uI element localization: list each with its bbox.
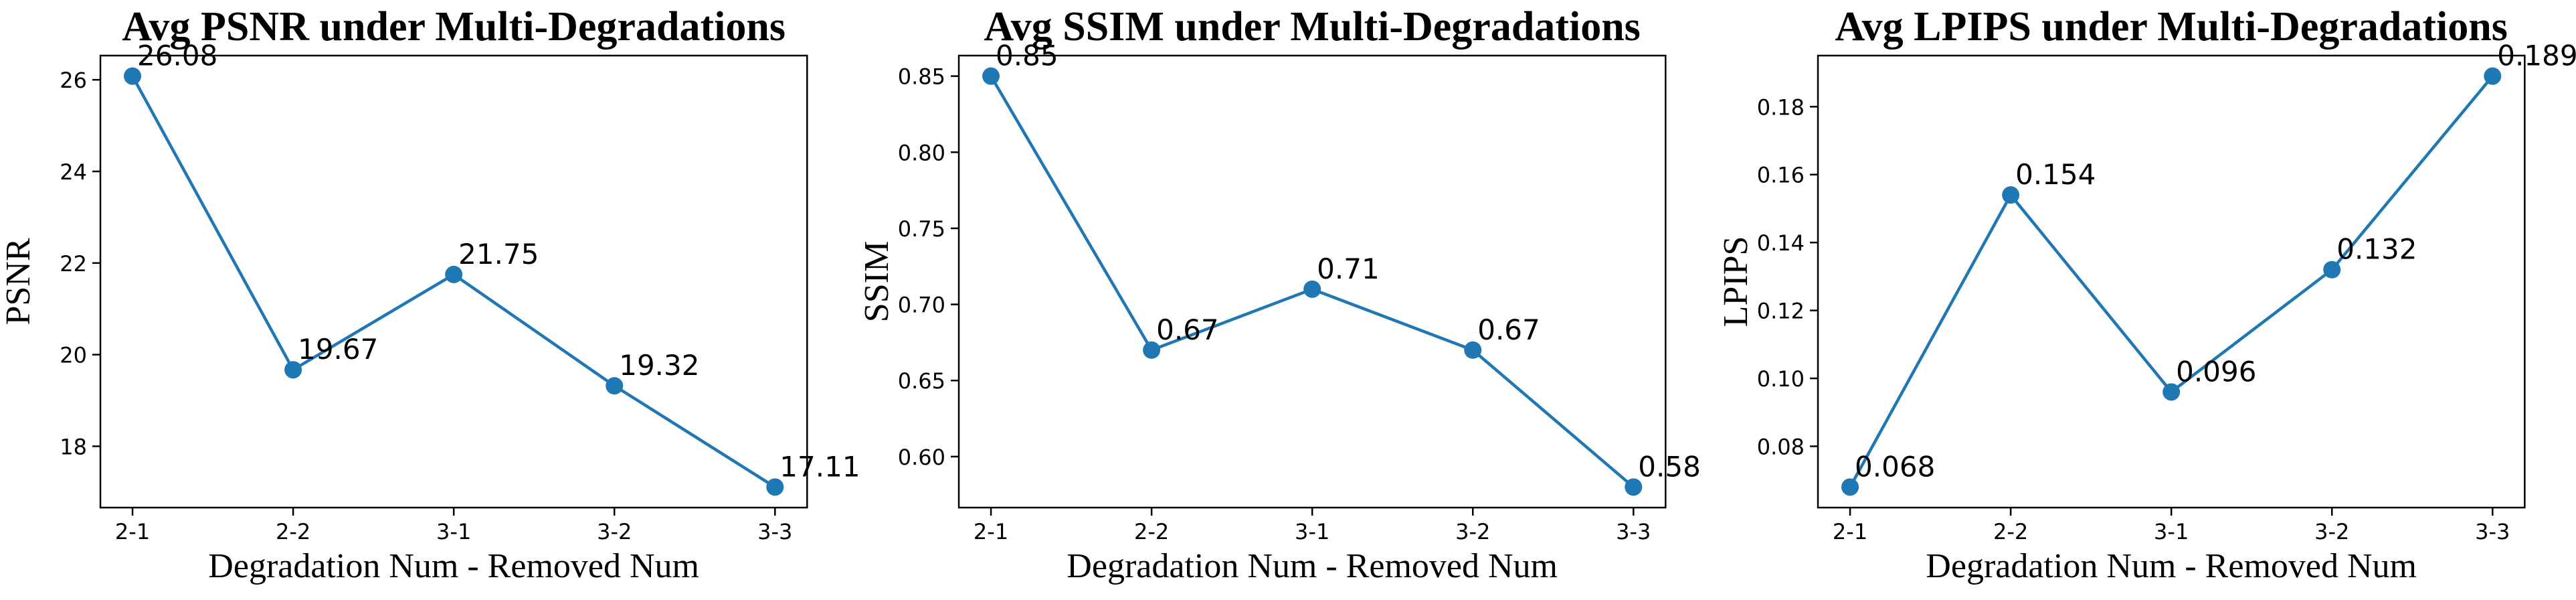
y-tick-label: 0.80	[898, 140, 945, 165]
y-tick-label: 0.10	[1756, 366, 1804, 392]
x-axis-label: Degradation Num - Removed Num	[1926, 547, 2417, 585]
x-tick-label: 3-3	[757, 519, 792, 544]
y-tick-label: 22	[60, 251, 87, 277]
data-point-marker	[1841, 478, 1859, 496]
point-value-label: 0.154	[2015, 158, 2096, 191]
x-tick-label: 3-2	[2314, 519, 2349, 544]
x-axis-label: Degradation Num - Removed Num	[1067, 547, 1558, 585]
point-value-label: 0.068	[1855, 450, 1935, 483]
x-axis: 2-1 2-2 3-1 3-2 3-3	[1833, 508, 2510, 544]
x-axis-label: Degradation Num - Removed Num	[208, 547, 699, 585]
x-axis: 2-1 2-2 3-1 3-2 3-3	[115, 508, 792, 544]
y-tick-label: 0.18	[1756, 94, 1804, 120]
data-point-marker	[1625, 478, 1643, 496]
x-tick-label: 2-2	[1134, 519, 1169, 544]
x-tick-label: 3-2	[597, 519, 632, 544]
y-tick-label: 0.75	[898, 216, 945, 242]
y-tick-label: 0.08	[1756, 434, 1804, 459]
point-value-label: 0.67	[1156, 313, 1219, 346]
data-point-marker	[445, 265, 463, 283]
x-tick-label: 2-1	[115, 519, 150, 544]
y-axis: 0.60 0.65 0.70 0.75 0.80 0.85	[898, 64, 959, 470]
chart-avg-psnr-canvas: 18 20 22 24 26 2-1 2-2 3-1 3-2 3-3 26.08 19.67 21.…	[0, 4, 858, 585]
y-tick-label: 18	[60, 434, 87, 459]
point-value-label: 0.67	[1478, 313, 1541, 346]
y-tick-label: 0.60	[898, 445, 945, 470]
data-point-marker	[982, 67, 1000, 85]
data-points	[982, 67, 1643, 496]
y-tick-label: 20	[60, 343, 87, 368]
chart-avg-ssim-canvas: 0.60 0.65 0.70 0.75 0.80 0.85 2-1 2-2 3-1 3-2 3-3…	[858, 4, 1701, 585]
y-tick-label: 0.70	[898, 293, 945, 318]
x-tick-label: 3-3	[1616, 519, 1651, 544]
y-axis-label: SSIM	[858, 241, 896, 322]
x-tick-label: 2-2	[276, 519, 310, 544]
chart-avg-ssim: 0.60 0.65 0.70 0.75 0.80 0.85 2-1 2-2 3-1 3-2 3-3…	[858, 0, 1718, 600]
y-axis-label: PSNR	[0, 238, 37, 325]
y-axis: 18 20 22 24 26	[60, 68, 101, 459]
point-labels: 26.08 19.67 21.75 19.32 17.11	[137, 40, 858, 483]
x-tick-label: 3-1	[436, 519, 471, 544]
x-tick-label: 2-1	[1833, 519, 1867, 544]
y-tick-label: 0.16	[1756, 163, 1804, 188]
x-tick-label: 2-2	[1993, 519, 2028, 544]
point-value-label: 0.096	[2176, 355, 2256, 388]
point-value-label: 0.58	[1639, 450, 1701, 483]
data-points	[124, 67, 784, 496]
point-value-label: 19.67	[298, 333, 378, 366]
y-tick-label: 0.65	[898, 368, 945, 394]
x-tick-label: 3-2	[1455, 519, 1490, 544]
x-tick-label: 3-1	[2154, 519, 2189, 544]
x-tick-label: 2-1	[974, 519, 1008, 544]
point-value-label: 0.71	[1317, 252, 1380, 285]
data-point-marker	[766, 478, 784, 496]
chart-title: Avg SSIM under Multi-Degradations	[984, 4, 1641, 50]
data-point-marker	[606, 377, 624, 395]
point-labels: 0.85 0.67 0.71 0.67 0.58	[996, 40, 1701, 483]
chart-avg-lpips: 0.08 0.10 0.12 0.14 0.16 0.18 2-1 2-2 3-1 3-2 3-3…	[1717, 0, 2576, 600]
y-axis-label: LPIPS	[1718, 236, 1755, 327]
data-point-marker	[2483, 67, 2501, 85]
point-value-label: 21.75	[458, 238, 539, 271]
y-tick-label: 0.12	[1756, 299, 1804, 324]
data-points	[1841, 67, 2501, 496]
data-point-marker	[124, 67, 142, 85]
series-line	[1848, 75, 2494, 488]
point-value-label: 17.11	[779, 450, 858, 483]
chart-title: Avg PSNR under Multi-Degradations	[122, 4, 786, 50]
chart-avg-psnr: 18 20 22 24 26 2-1 2-2 3-1 3-2 3-3 26.08 19.67 21.…	[0, 0, 859, 600]
data-point-marker	[1303, 280, 1321, 298]
x-tick-label: 3-1	[1295, 519, 1329, 544]
data-point-marker	[1143, 341, 1161, 359]
y-tick-label: 24	[60, 159, 87, 185]
data-point-marker	[2322, 260, 2340, 279]
plot-area-border	[1817, 54, 2526, 509]
point-value-label: 0.85	[996, 40, 1059, 72]
y-tick-label: 26	[60, 68, 87, 93]
x-tick-label: 3-3	[2475, 519, 2510, 544]
point-value-label: 0.189	[2497, 40, 2576, 72]
data-point-marker	[2001, 186, 2019, 204]
data-point-marker	[1464, 341, 1482, 359]
point-value-label: 19.32	[619, 349, 699, 382]
y-tick-label: 0.85	[898, 64, 945, 90]
point-labels: 0.068 0.154 0.096 0.132 0.189	[1855, 40, 2576, 483]
y-tick-label: 0.14	[1756, 230, 1804, 256]
x-axis: 2-1 2-2 3-1 3-2 3-3	[974, 508, 1651, 544]
chart-title: Avg LPIPS under Multi-Degradations	[1835, 4, 2507, 50]
chart-avg-lpips-canvas: 0.08 0.10 0.12 0.14 0.16 0.18 2-1 2-2 3-1 3-2 3-3…	[1718, 4, 2576, 585]
data-point-marker	[2162, 383, 2180, 401]
point-value-label: 0.132	[2336, 233, 2417, 266]
point-value-label: 26.08	[137, 40, 217, 72]
data-point-marker	[284, 361, 302, 379]
y-axis: 0.08 0.10 0.12 0.14 0.16 0.18	[1756, 94, 1818, 459]
